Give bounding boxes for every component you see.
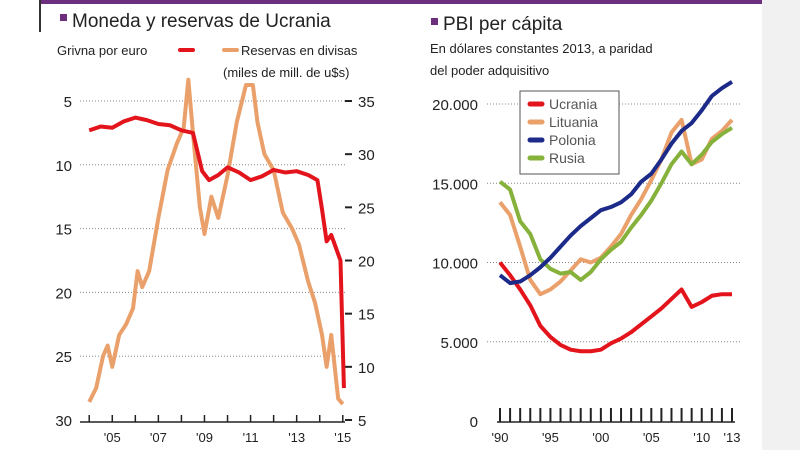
header-bar [40, 0, 762, 4]
x-tick-label: '15 [334, 430, 351, 445]
left-tick-label: 20 [55, 285, 72, 302]
series-line-ucrania [498, 261, 732, 354]
page-margin [762, 0, 800, 450]
x-tick-label: '11 [243, 430, 259, 445]
title-bullet [431, 18, 438, 25]
x-tick-label: '10 [693, 430, 710, 445]
right-tick-label: 15 [358, 307, 375, 324]
y-tick-label: 15.000 [432, 176, 478, 193]
left-tick-label: 15 [55, 222, 72, 239]
x-tick-label: '95 [542, 430, 559, 445]
legend-label: Polonia [549, 132, 596, 148]
series-line-grivna [88, 115, 346, 389]
right-tick-label: 5 [358, 413, 366, 430]
x-tick-label: '13 [724, 430, 741, 445]
series-line-rusia [498, 126, 734, 282]
left-tick-label: 30 [55, 413, 72, 430]
left-tick-label: 25 [55, 349, 72, 366]
legend-label: Lituania [549, 114, 598, 130]
legend-label: Rusia [549, 150, 585, 166]
x-tick-label: '90 [492, 430, 509, 445]
series-line-reservas [87, 77, 345, 406]
divider [39, 0, 41, 32]
left-tick-label: 10 [55, 158, 72, 175]
left-chart-title: Moneda y reservas de Ucrania [72, 11, 331, 32]
series-line-polonia [498, 80, 734, 286]
right-axis-label-units: (miles de mill. de u$s) [223, 65, 349, 80]
y-tick-label: 0 [470, 414, 478, 431]
right-chart-subtitle: En dólares constantes 2013, a paridad [430, 41, 653, 56]
x-tick-label: '05 [104, 430, 121, 445]
x-tick-label: '07 [150, 430, 167, 445]
x-tick-label: '05 [643, 430, 660, 445]
title-bullet [60, 14, 67, 21]
y-tick-label: 5.000 [440, 335, 478, 352]
y-tick-label: 10.000 [432, 256, 478, 273]
right-tick-label: 30 [358, 147, 375, 164]
right-chart-title: PBI per cápita [443, 14, 563, 35]
right-tick-label: 10 [358, 360, 375, 377]
left-tick-label: 5 [64, 94, 72, 111]
x-tick-label: '00 [592, 430, 609, 445]
right-tick-label: 25 [358, 200, 375, 217]
right-chart-subtitle-2: del poder adquisitivo [430, 63, 549, 78]
x-tick-label: '09 [196, 430, 213, 445]
left-axis-label: Grivna por euro [57, 43, 147, 58]
legend-label: Ucrania [549, 96, 597, 112]
right-tick-label: 20 [358, 254, 375, 271]
right-axis-label: Reservas en divisas [241, 43, 358, 58]
x-tick-label: '13 [288, 430, 305, 445]
y-tick-label: 20.000 [432, 97, 478, 114]
right-tick-label: 35 [358, 94, 375, 111]
